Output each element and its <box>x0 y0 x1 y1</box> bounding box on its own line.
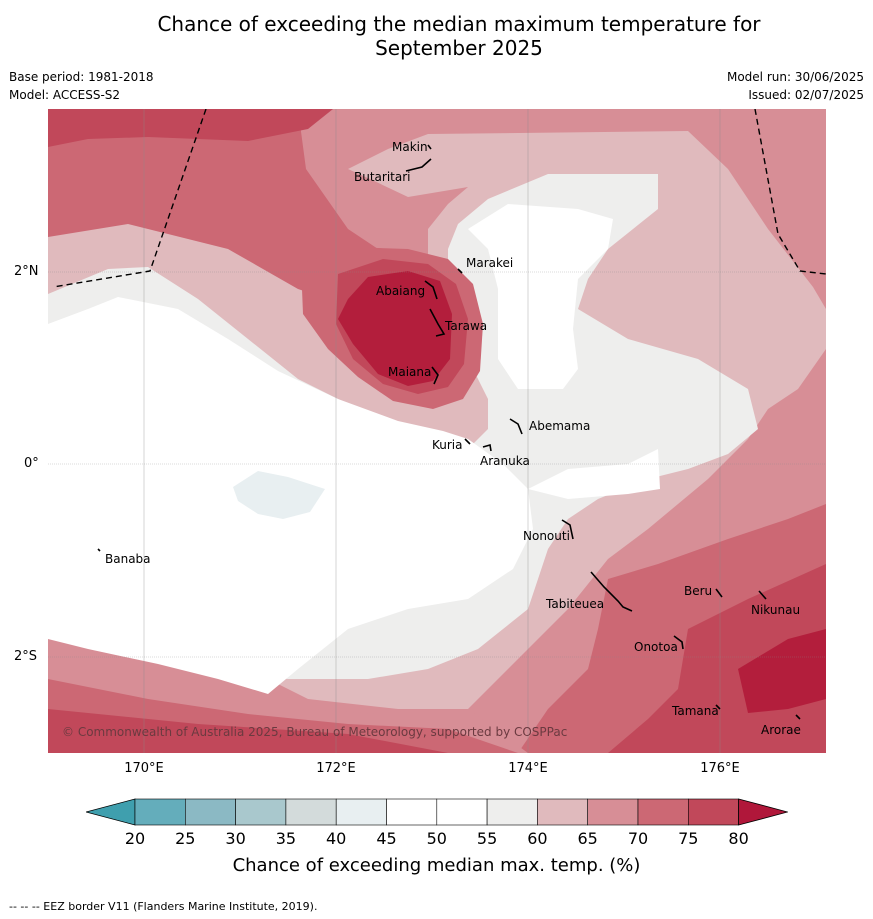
y-tick-label: 2°S <box>14 649 38 664</box>
colorbar-tick-label: 35 <box>275 829 297 848</box>
colorbar-segment <box>386 798 438 826</box>
place-label: Maiana <box>388 365 432 379</box>
colorbar-tick-label: 70 <box>627 829 649 848</box>
band-75-80-north <box>48 109 333 147</box>
model-name: Model: ACCESS-S2 <box>9 88 121 102</box>
colorbar-segment <box>537 798 588 826</box>
place-labels: Makin Butaritari Marakei Abaiang Tarawa … <box>48 109 826 753</box>
colorbar-segment <box>185 798 236 826</box>
colorbar-tick-label: 20 <box>124 829 146 848</box>
place-label: Tamana <box>672 704 719 718</box>
place-label: Abemama <box>529 419 591 433</box>
colorbar-tick-label: 55 <box>476 829 498 848</box>
x-tick-label: 176°E <box>700 761 740 776</box>
colorbar-segment <box>134 798 186 826</box>
place-label: Kuria <box>432 438 463 452</box>
colorbar-segment <box>637 798 689 826</box>
place-label: Abaiang <box>376 284 426 298</box>
meta-right: Model run: 30/06/2025 Issued: 02/07/2025 <box>727 70 864 106</box>
colorbar-tick-label: 50 <box>426 829 447 848</box>
colorbar-tick-label: 40 <box>326 829 347 848</box>
colorbar-tick-label: 45 <box>376 829 397 848</box>
copyright-notice: © Commonwealth of Australia 2025, Bureau… <box>62 725 568 739</box>
place-label: Arorae <box>761 723 801 737</box>
meta-left: Base period: 1981-2018 Model: ACCESS-S2 <box>9 70 154 106</box>
colorbar-segment <box>285 798 337 826</box>
title-line-2: September 2025 <box>375 36 543 60</box>
place-label: Aranuka <box>480 454 530 468</box>
colorbar-tick-label: 75 <box>678 829 699 848</box>
colorbar-segment <box>486 798 538 826</box>
colorbar-tick-label: 65 <box>577 829 598 848</box>
graticule <box>48 109 826 753</box>
band-45-55-east2 <box>528 449 660 499</box>
title-line-1: Chance of exceeding the median maximum t… <box>157 12 761 36</box>
colorbar-tick-label: 25 <box>175 829 196 848</box>
place-label: Banaba <box>105 552 151 566</box>
base-period: Base period: 1981-2018 <box>9 70 154 84</box>
place-label: Marakei <box>466 256 514 270</box>
colorbar-under-arrow <box>86 798 136 826</box>
place-label: Onotoa <box>634 640 678 654</box>
place-label: Makin <box>392 140 428 154</box>
colorbar-segment <box>587 798 639 826</box>
colorbar-label: Chance of exceeding median max. temp. (%… <box>232 855 641 876</box>
place-label: Beru <box>684 584 713 598</box>
model-run: Model run: 30/06/2025 <box>726 70 864 84</box>
band-40-45 <box>233 471 325 519</box>
place-label: Tarawa <box>445 319 488 333</box>
colorbar-tick-label: 30 <box>225 829 246 848</box>
colorbar-segment <box>687 798 739 826</box>
band-45-55-east <box>468 204 613 389</box>
band-80-plus-center <box>338 271 452 386</box>
colorbar-over-arrow <box>738 798 788 826</box>
colorbar-tick-label: 80 <box>728 829 749 848</box>
eez-border <box>52 109 826 288</box>
band-80-plus-south <box>738 629 826 713</box>
colorbar-segment <box>335 798 387 826</box>
x-tick-label: 170°E <box>124 761 164 776</box>
y-tick-label: 0° <box>24 456 39 471</box>
colorbar-tick-label: 60 <box>527 829 548 848</box>
place-label: Tabiteuea <box>546 597 605 611</box>
place-label: Nonouti <box>523 529 570 543</box>
x-tick-label: 174°E <box>508 761 548 776</box>
colorbar-segment <box>436 798 488 826</box>
islands <box>97 144 801 720</box>
place-label: Nikunau <box>751 603 801 617</box>
colorbar-segment <box>235 798 287 826</box>
forecast-map <box>48 109 826 753</box>
issued-date: Issued: 02/07/2025 <box>748 88 864 102</box>
y-tick-label: 2°N <box>14 264 39 279</box>
footnote: -- -- -- EEZ border V11 (Flanders Marine… <box>9 900 318 913</box>
band-75-80-sw <box>48 709 448 753</box>
place-label: Butaritari <box>354 170 411 184</box>
colorbar <box>86 798 788 826</box>
x-tick-label: 172°E <box>316 761 356 776</box>
